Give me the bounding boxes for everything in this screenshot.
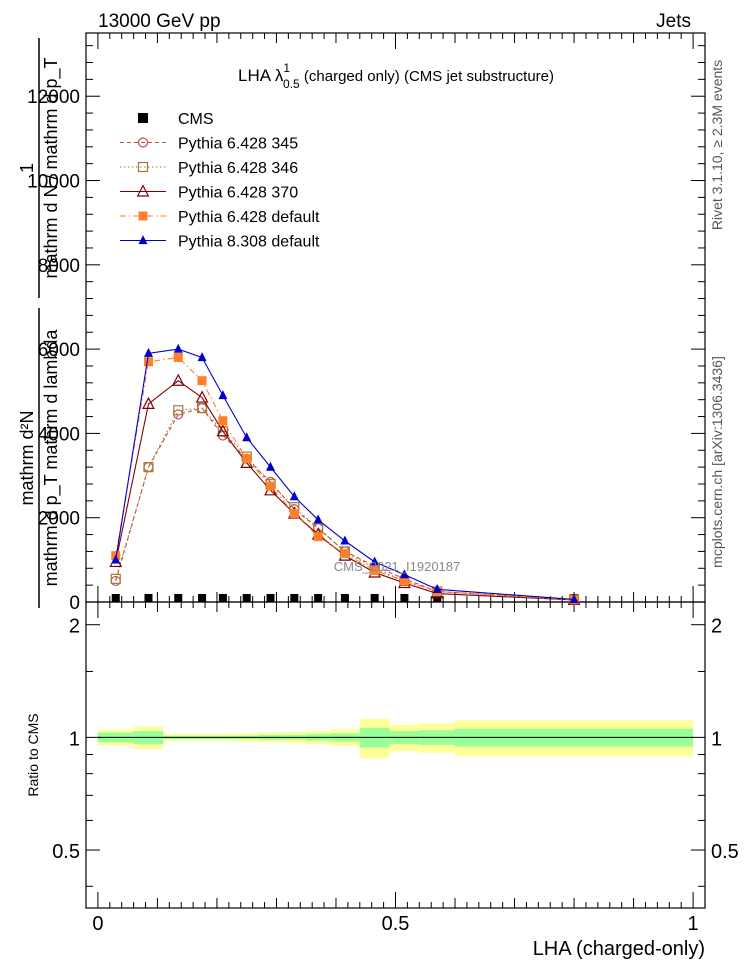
legend-label: Pythia 6.428 346 [178,160,298,177]
data-point [198,594,207,602]
data-point [242,594,251,602]
series-layer [109,343,581,605]
data-point [173,343,183,353]
data-point [432,583,442,593]
legend-label: Pythia 6.428 default [178,209,320,226]
data-point [313,532,323,542]
legend-label: Pythia 8.308 default [178,234,320,251]
data-point [216,424,230,437]
data-point [266,461,276,471]
ylabel-prefix-num: 1 [17,163,37,173]
x-tick-label: 0 [92,913,103,935]
ylabel-denominator: mathrm d p_T mathrm d lambda [41,329,62,587]
data-point [196,403,208,414]
data-point [142,396,155,410]
ylabel-numerator: mathrm d²N [17,410,37,505]
legend: CMS Pythia 6.428 345 Pythia 6.428 346 Pythi… [120,111,320,251]
ratio-tick-label: 1 [69,728,80,750]
data-point [143,347,153,357]
data-point [171,373,185,386]
x-tick-label: 0.5 [382,913,410,935]
y-tick-label: 8000 [38,256,80,277]
data-point [195,390,209,403]
x-tick-label: 1 [688,913,699,935]
ratio-bands [97,718,694,759]
legend-label: Pythia 6.428 345 [178,136,298,153]
data-point [370,594,379,602]
data-point [399,576,409,586]
side-label-rivet: Rivet 3.1.10, ≥ 2.3M events [709,60,725,230]
data-point [399,569,409,579]
data-point [173,353,183,363]
y-tick-label: 10000 [27,172,80,193]
data-point [569,594,579,604]
watermark: CMS_2021_I1920187 [334,559,461,574]
data-point [289,508,299,518]
data-point [242,454,252,464]
data-point [370,565,380,575]
data-point [143,357,153,367]
ratio-tick-label-right: 0.5 [711,841,739,863]
y-axis-label: mathrm d²N mathrm d p_T mathrm d lambda … [17,38,62,608]
plot-title-rest: (charged only) (CMS jet substructure) [300,68,554,85]
ratio-tick-label-right: 2 [711,616,722,638]
data-point [290,594,299,602]
ratio-tick-label: 0.5 [52,841,80,863]
plot-title: LHA λ1 0.5 (charged only) (CMS jet substr… [238,61,554,91]
data-point [400,594,409,602]
x-axis-label: LHA (charged-only) [533,938,705,960]
data-point [143,462,154,473]
plot-title-sup: 1 [283,61,290,75]
series-line [115,348,575,601]
data-point [340,535,350,545]
data-point [340,549,350,559]
data-point [242,432,252,442]
ratio-tick-label-right: 1 [711,728,722,750]
y-tick-label: 6000 [38,340,80,361]
data-point [144,594,153,602]
data-point [218,416,228,426]
plot-title-sub: 0.5 [283,77,300,91]
data-point [174,594,183,602]
legend-marker [136,184,150,197]
data-point [340,594,349,602]
header-right: Jets [656,11,691,32]
legend-marker [137,161,149,173]
legend-label: Pythia 6.428 370 [178,185,298,202]
ylabel-prefix-den: mathrm d N / mathrm d p_T [41,57,62,278]
plot-title-main: LHA λ [238,66,284,85]
legend-marker [138,211,148,221]
data-point [313,514,323,524]
header-left: 13000 GeV pp [98,11,221,32]
data-point [266,481,276,491]
data-point [218,390,228,400]
series-0 [111,594,579,602]
side-label-mcplots: mcplots.cern.ch [arXiv:1306.3436] [709,356,725,568]
data-point [110,573,121,584]
legend-marker [138,235,148,245]
legend-marker [138,113,148,123]
ratio-label: Ratio to CMS [25,713,41,796]
y-tick-label: 4000 [38,424,80,445]
series-5 [111,343,579,604]
data-point [197,352,207,362]
data-point [218,594,227,602]
y-tick-label: 2000 [38,509,80,530]
data-point [370,556,380,566]
y-tick-label: 12000 [27,87,80,108]
legend-marker [137,137,149,148]
data-point [197,376,207,386]
data-point [289,491,299,501]
data-point [314,594,323,602]
ratio-tick-label: 2 [69,616,80,638]
legend-label: CMS [178,111,214,128]
data-point [266,594,275,602]
data-point [173,405,184,416]
y-tick-label: 0 [69,593,80,614]
data-point [111,594,120,602]
data-point [111,554,121,564]
ratio-y-axis: 0.5 0.5 1 1 2 2 [52,616,739,887]
main-y-axis: 0 2000 4000 6000 8000 10000 12000 [27,45,705,614]
